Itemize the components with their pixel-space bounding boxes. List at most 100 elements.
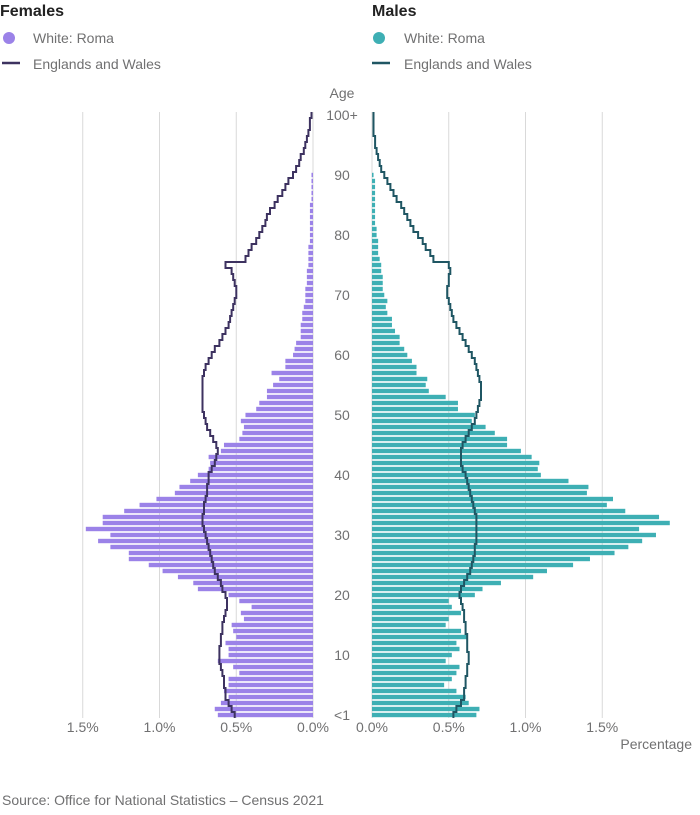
female-bar-age-61 — [294, 346, 313, 352]
male-bar-age-37 — [372, 490, 587, 496]
female-bar-age-20 — [228, 592, 313, 598]
female-bar-age-85 — [309, 202, 313, 208]
male-bar-age-8 — [372, 664, 460, 670]
female-bar-age-7 — [239, 670, 313, 676]
male-bar-age-87 — [372, 190, 376, 196]
male-bar-age-40 — [372, 472, 541, 478]
male-bar-age-46 — [372, 436, 508, 442]
female-bar-age-75 — [308, 262, 313, 268]
female-bar-age-9 — [217, 658, 313, 664]
female-x-tick-label: 0.0% — [297, 719, 329, 735]
female-legend-dot-icon — [3, 32, 15, 44]
male-bar-age-90 — [372, 172, 374, 178]
female-x-tick-label: 1.5% — [67, 719, 99, 735]
female-bar-age-89 — [311, 178, 313, 184]
female-bar-age-16 — [243, 616, 313, 622]
female-bar-age-12 — [225, 640, 313, 646]
age-tick-labels: 100+ 90 80 70 60 50 40 30 20 10 <1 — [326, 107, 358, 723]
male-bar-age-61 — [372, 346, 405, 352]
female-bar-age-88 — [311, 184, 313, 190]
female-bar-age-39 — [190, 478, 313, 484]
male-bars — [372, 172, 670, 718]
male-bar-age-53 — [372, 394, 446, 400]
male-x-tick-label: 1.0% — [510, 719, 542, 735]
male-bar-age-68 — [372, 304, 386, 310]
female-bar-age-32 — [102, 520, 313, 526]
female-bar-age-52 — [259, 400, 313, 406]
female-bar-age-65 — [300, 322, 313, 328]
female-bar-age-90 — [311, 172, 313, 178]
male-bar-age-29 — [372, 538, 643, 544]
male-bar-age-35 — [372, 502, 607, 508]
age-tick-label: 70 — [334, 287, 350, 303]
age-tick-label: 50 — [334, 407, 350, 423]
female-bar-age-47 — [242, 430, 313, 436]
male-bar-age-3 — [372, 694, 466, 700]
female-bar-age-74 — [306, 268, 313, 274]
male-bar-age-13 — [372, 634, 468, 640]
female-bar-age-70 — [305, 292, 313, 298]
female-bar-age-24 — [162, 568, 313, 574]
female-bar-age-84 — [309, 208, 313, 214]
female-bar-age-87 — [311, 190, 313, 196]
female-bar-age-28 — [110, 544, 313, 550]
female-bar-age-22 — [193, 580, 313, 586]
male-bar-age-44 — [372, 448, 521, 454]
female-bar-age-10 — [228, 652, 313, 658]
male-legend-dot-icon — [373, 32, 385, 44]
male-bar-age-84 — [372, 208, 376, 214]
male-bar-age-19 — [372, 598, 449, 604]
male-bar-age-20 — [372, 592, 475, 598]
female-x-tick-label: 0.5% — [220, 719, 252, 735]
female-bar-age-29 — [98, 538, 313, 544]
female-bar-age-63 — [300, 334, 313, 340]
female-bar-age-5 — [228, 682, 313, 688]
male-bar-age-72 — [372, 280, 383, 286]
male-bar-age-22 — [372, 580, 501, 586]
male-legend-bar-label: White: Roma — [404, 30, 485, 46]
female-bar-age-3 — [228, 694, 313, 700]
male-bar-age-48 — [372, 424, 486, 430]
male-bar-age-62 — [372, 340, 400, 346]
female-bar-age-2 — [220, 700, 313, 706]
male-bar-age-54 — [372, 388, 429, 394]
male-bar-age-69 — [372, 298, 388, 304]
female-bar-age-13 — [236, 634, 313, 640]
female-bar-age-66 — [302, 316, 313, 322]
male-bar-age-52 — [372, 400, 458, 406]
male-bar-age-85 — [372, 202, 376, 208]
male-bar-age-6 — [372, 676, 452, 682]
female-bar-age-73 — [306, 274, 313, 280]
age-tick-label: 20 — [334, 587, 350, 603]
female-bar-age-54 — [266, 388, 313, 394]
age-tick-label: 60 — [334, 347, 350, 363]
female-bar-age-1 — [214, 706, 313, 712]
male-bar-age-31 — [372, 526, 640, 532]
male-bar-age-38 — [372, 484, 589, 490]
female-bar-age-76 — [308, 256, 313, 262]
female-bar-age-41 — [208, 466, 313, 472]
male-bar-age-66 — [372, 316, 392, 322]
female-bar-age-38 — [179, 484, 313, 490]
male-bar-age-49 — [372, 418, 472, 424]
female-bar-age-59 — [285, 358, 313, 364]
female-x-tick-labels: 1.5% 1.0% 0.5% 0.0% — [67, 719, 329, 735]
female-bar-age-17 — [240, 610, 313, 616]
female-bar-age-71 — [305, 286, 313, 292]
female-bar-age-50 — [245, 412, 313, 418]
female-bar-age-19 — [239, 598, 313, 604]
male-bar-age-83 — [372, 214, 376, 220]
female-bar-age-60 — [293, 352, 313, 358]
female-bar-age-72 — [306, 280, 313, 286]
male-bar-age-59 — [372, 358, 412, 364]
male-bar-age-15 — [372, 622, 446, 628]
female-bar-age-48 — [243, 424, 313, 430]
female-bar-age-44 — [220, 448, 313, 454]
female-bar-age-78 — [308, 244, 313, 250]
age-tick-label: 40 — [334, 467, 350, 483]
male-bar-age-23 — [372, 574, 534, 580]
female-bar-age-77 — [308, 250, 313, 256]
male-bar-age-24 — [372, 568, 547, 574]
age-tick-label: 100+ — [326, 107, 358, 123]
female-bar-age-53 — [266, 394, 313, 400]
